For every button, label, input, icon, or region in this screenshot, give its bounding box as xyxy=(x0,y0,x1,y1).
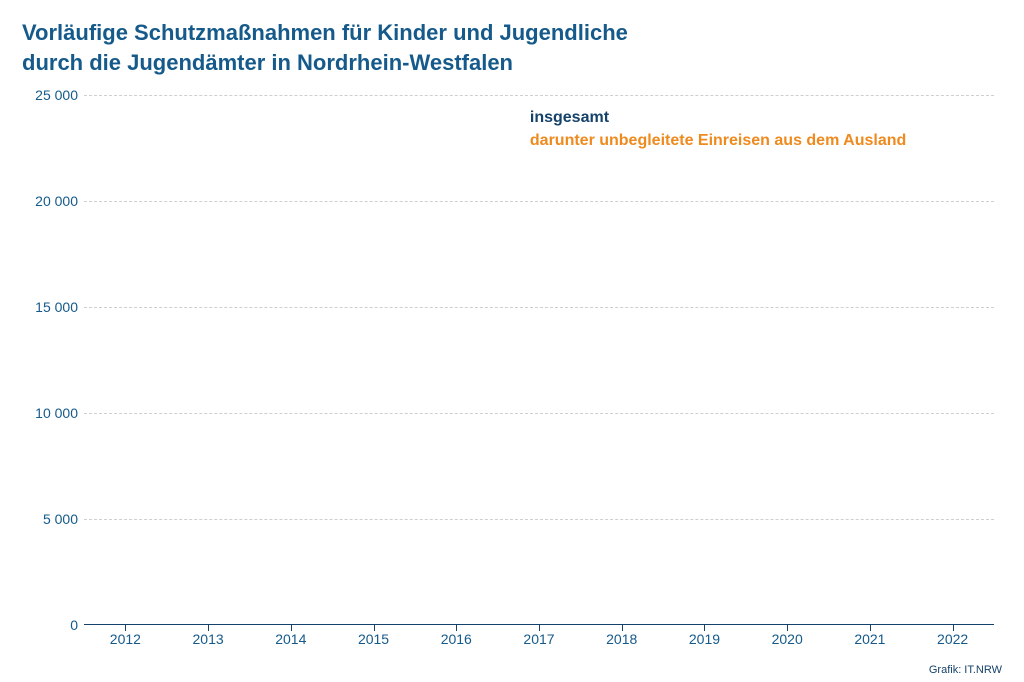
bar-slot: 13 5032 108 xyxy=(663,95,746,625)
grid-line xyxy=(84,307,994,308)
credit: Grafik: IT.NRW xyxy=(929,664,1002,676)
bar-slot: 16 5466 529 xyxy=(911,95,994,625)
x-tick-label: 2016 xyxy=(441,631,472,647)
x-tick-label: 2012 xyxy=(110,631,141,647)
bar-slot: 14 5023 257 xyxy=(580,95,663,625)
bars-group: 11 4751 11512 2591 51913 1982 20116 6496… xyxy=(84,95,994,625)
x-tick-label: 2018 xyxy=(606,631,637,647)
grid-line xyxy=(84,95,994,96)
y-tick-label: 15 000 xyxy=(22,299,78,315)
bar-slot: 22 19311 448 xyxy=(415,95,498,625)
x-tick-label: 2014 xyxy=(275,631,306,647)
bar-slot: 12 2591 519 xyxy=(167,95,250,625)
y-tick-label: 5 000 xyxy=(22,511,78,527)
x-tick-label: 2017 xyxy=(523,631,554,647)
x-tick-label: 2020 xyxy=(772,631,803,647)
y-tick-label: 0 xyxy=(22,617,78,633)
bar-slot: 12 3081 796 xyxy=(746,95,829,625)
x-tick-label: 2021 xyxy=(854,631,885,647)
y-tick-label: 10 000 xyxy=(22,405,78,421)
chart-container: Vorläufige Schutzmaßnahmen für Kinder un… xyxy=(0,0,1024,682)
x-tick-label: 2015 xyxy=(358,631,389,647)
y-tick-label: 20 000 xyxy=(22,193,78,209)
title-line-2: durch die Jugendämter in Nordrhein-Westf… xyxy=(22,50,513,75)
x-tick-label: 2022 xyxy=(937,631,968,647)
bar-slot: 16 6496 246 xyxy=(332,95,415,625)
title-line-1: Vorläufige Schutzmaßnahmen für Kinder un… xyxy=(22,20,628,45)
bar-slot: 15 9515 346 xyxy=(498,95,581,625)
chart-area: insgesamt darunter unbegleitete Einreise… xyxy=(22,95,1002,653)
x-tick-label: 2013 xyxy=(193,631,224,647)
bar-slot: 12 1932 490 xyxy=(829,95,912,625)
grid-line xyxy=(84,413,994,414)
grid-line xyxy=(84,519,994,520)
grid-line xyxy=(84,201,994,202)
plot-area: insgesamt darunter unbegleitete Einreise… xyxy=(84,95,994,625)
bar-slot: 11 4751 115 xyxy=(84,95,167,625)
chart-title: Vorläufige Schutzmaßnahmen für Kinder un… xyxy=(22,18,1002,77)
x-axis: 2012 2013 2014 2015 2016 2017 2018 2019 2020 2021… xyxy=(84,625,994,653)
y-tick-label: 25 000 xyxy=(22,87,78,103)
bar-slot: 13 1982 201 xyxy=(249,95,332,625)
x-tick-label: 2019 xyxy=(689,631,720,647)
